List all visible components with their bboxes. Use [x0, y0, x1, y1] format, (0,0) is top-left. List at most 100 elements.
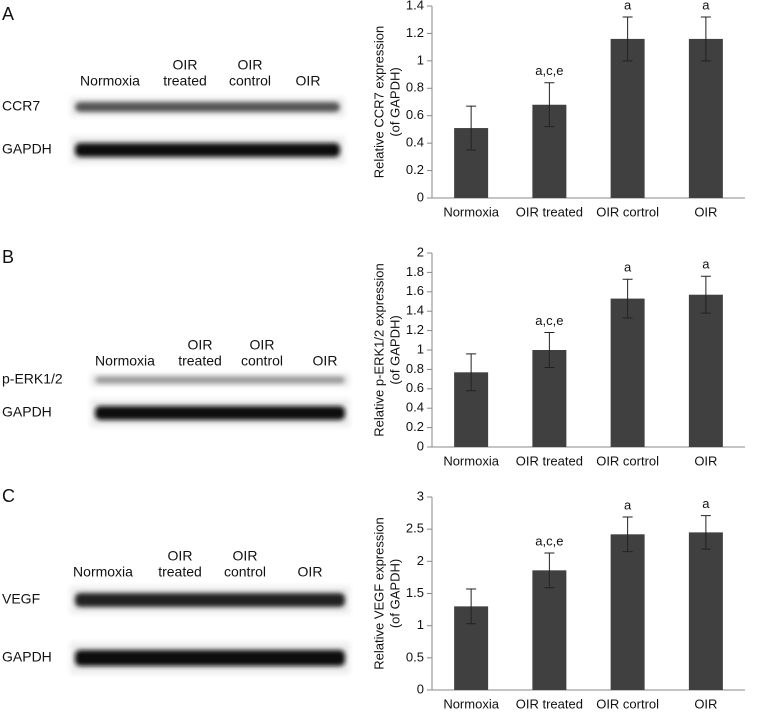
y-tick-label: 1.4 [406, 0, 424, 12]
y-axis-label: (of GAPDH) [387, 559, 402, 628]
error-bar [700, 515, 711, 550]
row-label: VEGF [2, 591, 40, 607]
lane-label: OIR [296, 73, 321, 89]
x-tick-label: OIR treated [516, 453, 583, 468]
y-tick-label: 0 [417, 438, 424, 453]
annotation: a [624, 497, 632, 512]
blot-band [95, 406, 345, 420]
annotation: a,c,e [535, 63, 563, 78]
error-bar [700, 16, 711, 62]
y-axis-label: Relative CCR7 expression [371, 26, 386, 178]
y-tick-label: 1 [417, 617, 424, 632]
annotation: a [702, 257, 710, 272]
lane-label: OIR [173, 57, 198, 73]
lane-label: OIR [313, 353, 338, 369]
y-tick-label: 1 [417, 52, 424, 67]
blot-band [75, 650, 345, 666]
y-tick-label: 0.2 [406, 419, 424, 434]
lane-label: control [241, 353, 283, 369]
annotation: a,c,e [535, 313, 563, 328]
panel-letter: B [2, 247, 14, 267]
lane-label: Normoxia [95, 353, 155, 369]
y-tick-label: 2.5 [406, 521, 424, 536]
y-axis-label: Relative p-ERK1/2 expression [371, 263, 386, 436]
lane-label: OIR [233, 548, 258, 564]
y-tick-label: 0.5 [406, 649, 424, 664]
y-tick-label: 0 [417, 681, 424, 696]
lane-label: treated [178, 353, 222, 369]
panel-letter: A [2, 4, 14, 24]
y-tick-label: 0.4 [406, 400, 424, 415]
row-label: CCR7 [2, 98, 40, 114]
y-tick-label: 1.2 [406, 25, 424, 40]
lane-label: Normoxia [73, 564, 133, 580]
y-tick-label: 2 [417, 244, 424, 259]
lane-label: control [229, 73, 271, 89]
annotation: a [702, 496, 710, 511]
x-tick-label: OIR cortrol [596, 696, 659, 711]
error-bar [466, 105, 477, 151]
blot-band [95, 376, 345, 384]
error-bar [544, 82, 555, 128]
error-bar [622, 516, 633, 553]
lane-label: treated [163, 73, 207, 89]
row-label: GAPDH [2, 141, 52, 157]
blot-band [75, 143, 340, 157]
y-axis-label: (of GAPDH) [387, 67, 402, 136]
x-tick-label: OIR treated [516, 204, 583, 219]
y-tick-label: 0.8 [406, 361, 424, 376]
y-tick-label: 0.8 [406, 80, 424, 95]
y-tick-label: 1.5 [406, 585, 424, 600]
lane-label: Normoxia [80, 73, 140, 89]
error-bar [544, 552, 555, 589]
x-tick-label: OIR [694, 453, 717, 468]
y-tick-label: 3 [417, 488, 424, 503]
y-tick-label: 0.4 [406, 135, 424, 150]
blot-band [75, 593, 345, 607]
bar [688, 38, 723, 198]
annotation: a [624, 0, 632, 12]
bar [688, 532, 723, 690]
y-tick-label: 1.4 [406, 303, 424, 318]
panel-letter: C [2, 486, 15, 506]
y-tick-label: 1.2 [406, 322, 424, 337]
x-tick-label: Normoxia [443, 204, 499, 219]
y-tick-label: 0.6 [406, 380, 424, 395]
lane-label: OIR [188, 337, 213, 353]
y-tick-label: 1 [417, 341, 424, 356]
y-tick-label: 0.6 [406, 107, 424, 122]
y-tick-label: 1.8 [406, 264, 424, 279]
lane-label: control [224, 564, 266, 580]
x-tick-label: OIR cortrol [596, 204, 659, 219]
error-bar [622, 16, 633, 62]
y-axis-label: (of GAPDH) [387, 315, 402, 384]
x-tick-label: Normoxia [443, 453, 499, 468]
annotation: a,c,e [535, 533, 563, 548]
y-tick-label: 2 [417, 553, 424, 568]
error-bar [622, 278, 633, 319]
lane-label: OIR [250, 337, 275, 353]
error-bar [544, 332, 555, 368]
row-label: GAPDH [2, 649, 52, 665]
x-tick-label: OIR cortrol [596, 453, 659, 468]
y-axis-label: Relative VEGF expression [371, 517, 386, 669]
lane-label: OIR [168, 548, 193, 564]
bar [610, 38, 645, 198]
error-bar [466, 588, 477, 625]
lane-label: OIR [298, 564, 323, 580]
bar [532, 570, 567, 690]
row-label: GAPDH [2, 404, 52, 420]
annotation: a [624, 260, 632, 275]
x-tick-label: OIR [694, 204, 717, 219]
lane-label: OIR [238, 57, 263, 73]
y-tick-label: 1.6 [406, 283, 424, 298]
y-tick-label: 0 [417, 189, 424, 204]
annotation: a [702, 0, 710, 12]
bar [610, 298, 645, 447]
x-tick-label: Normoxia [443, 696, 499, 711]
error-bar [466, 353, 477, 392]
blot-band [75, 102, 340, 112]
x-tick-label: OIR treated [516, 696, 583, 711]
x-tick-label: OIR [694, 696, 717, 711]
